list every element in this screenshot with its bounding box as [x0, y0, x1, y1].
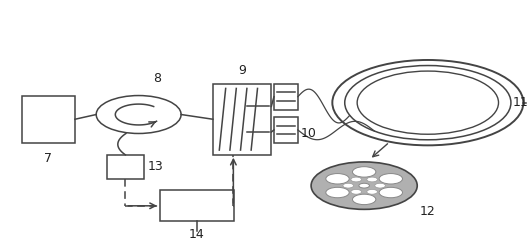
Text: 12: 12 — [420, 205, 436, 218]
Circle shape — [375, 183, 385, 188]
Bar — [213, 84, 271, 155]
Circle shape — [367, 177, 377, 182]
Circle shape — [326, 173, 349, 184]
Circle shape — [359, 183, 369, 188]
Bar — [160, 190, 234, 221]
Circle shape — [351, 177, 362, 182]
Text: 8: 8 — [153, 72, 161, 85]
Circle shape — [353, 167, 376, 177]
Circle shape — [353, 194, 376, 205]
Bar — [107, 155, 144, 179]
Bar — [274, 84, 298, 110]
Text: 13: 13 — [148, 160, 163, 173]
Bar — [22, 96, 75, 143]
Circle shape — [367, 189, 377, 194]
Circle shape — [351, 189, 362, 194]
Text: 10: 10 — [301, 127, 317, 140]
Circle shape — [379, 173, 403, 184]
Circle shape — [343, 183, 354, 188]
Text: 11: 11 — [513, 96, 529, 109]
Bar — [274, 117, 298, 143]
Text: 14: 14 — [189, 228, 205, 241]
Circle shape — [379, 187, 403, 198]
Text: 9: 9 — [238, 64, 246, 77]
Circle shape — [311, 162, 417, 209]
Circle shape — [326, 187, 349, 198]
Text: 7: 7 — [45, 152, 53, 165]
